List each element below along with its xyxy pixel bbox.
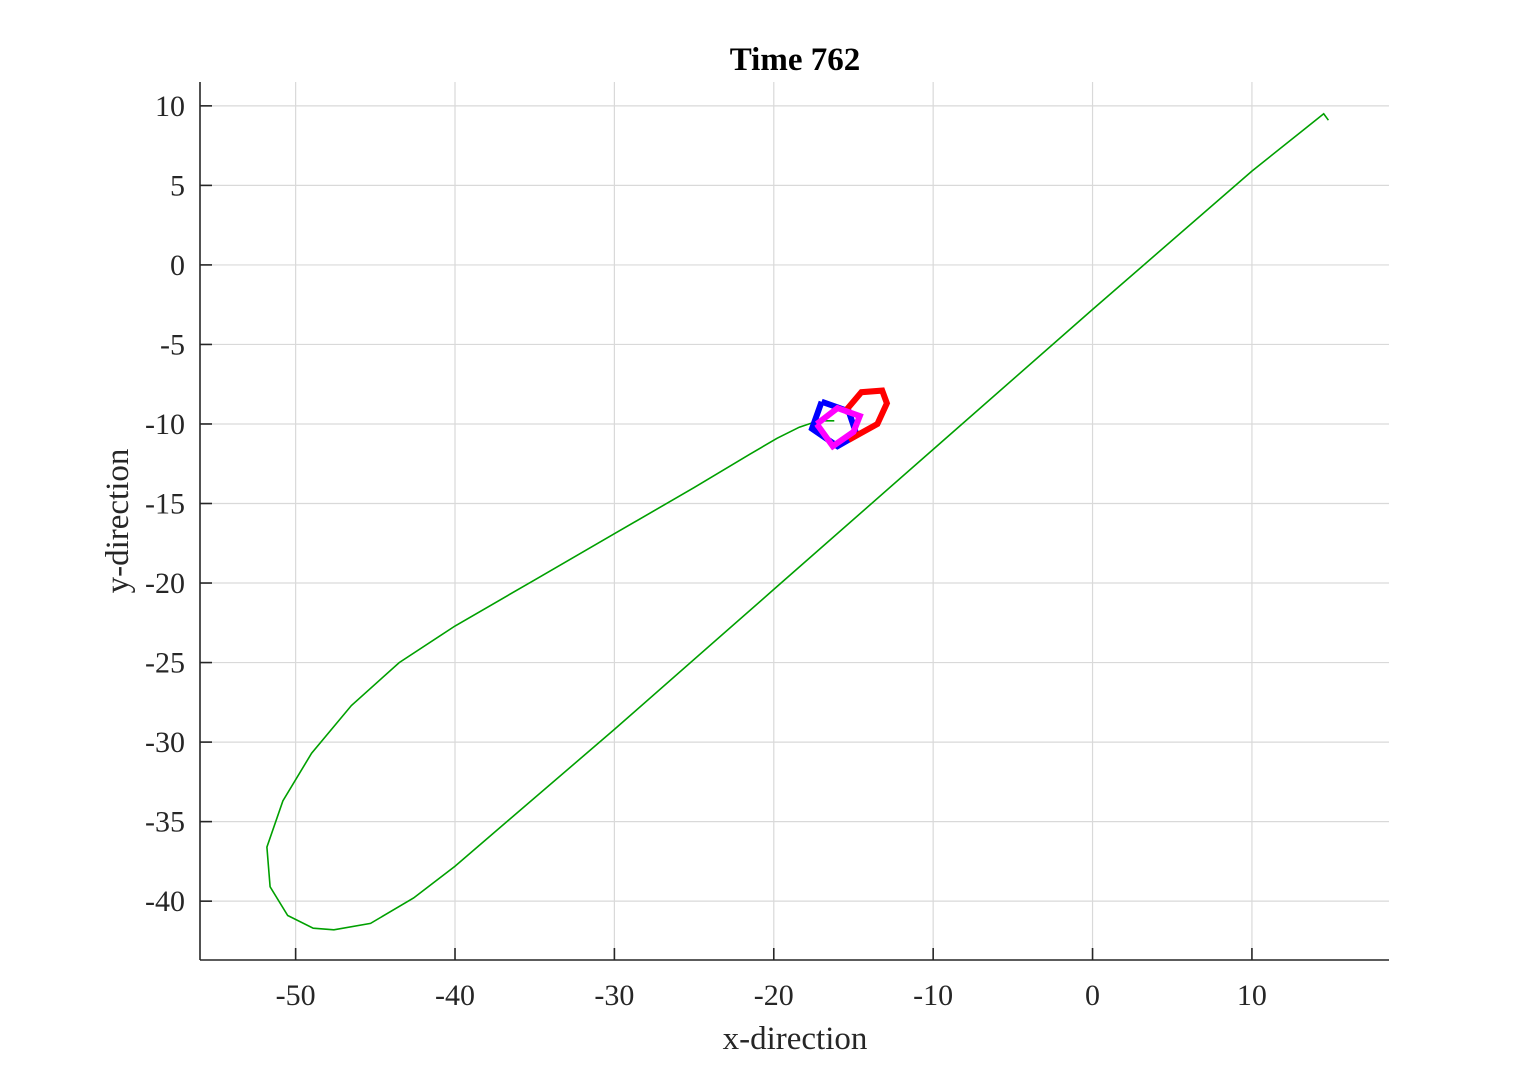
chart-title: Time 762 [730, 42, 860, 78]
plot-area [266, 112, 1330, 931]
x-tick-label: -20 [754, 979, 794, 1012]
x-tick-label: 10 [1237, 979, 1267, 1012]
y-tick-label: -5 [160, 328, 185, 361]
grid [200, 82, 1389, 960]
x-tick-label: -30 [594, 979, 634, 1012]
y-axis-label: y-direction [100, 449, 136, 594]
vehicle-outline [841, 387, 891, 443]
x-tick-label: -10 [913, 979, 953, 1012]
vehicle-outline [814, 404, 864, 451]
y-tick-label: -30 [145, 726, 185, 759]
y-tick-label: -40 [145, 885, 185, 918]
trajectory-line [266, 112, 1330, 931]
x-tick-label: -50 [276, 979, 316, 1012]
y-tick-label: -10 [145, 408, 185, 441]
axes [199, 82, 1389, 961]
y-tick-label: 0 [170, 249, 185, 282]
y-tick-label: -20 [145, 567, 185, 600]
x-tick-label: 0 [1085, 979, 1100, 1012]
ticks: -50 -40 -30 -20 -10 0 10 10 5 0 -5 -10 -15 -20 -25 -30 -… [145, 90, 1267, 1012]
y-tick-label: -35 [145, 806, 185, 839]
y-tick-label: -15 [145, 488, 185, 521]
y-tick-label: -25 [145, 647, 185, 680]
x-tick-label: -40 [435, 979, 475, 1012]
y-tick-label: 5 [170, 169, 185, 202]
x-axis-label: x-direction [723, 1021, 868, 1057]
y-tick-label: 10 [155, 90, 185, 123]
